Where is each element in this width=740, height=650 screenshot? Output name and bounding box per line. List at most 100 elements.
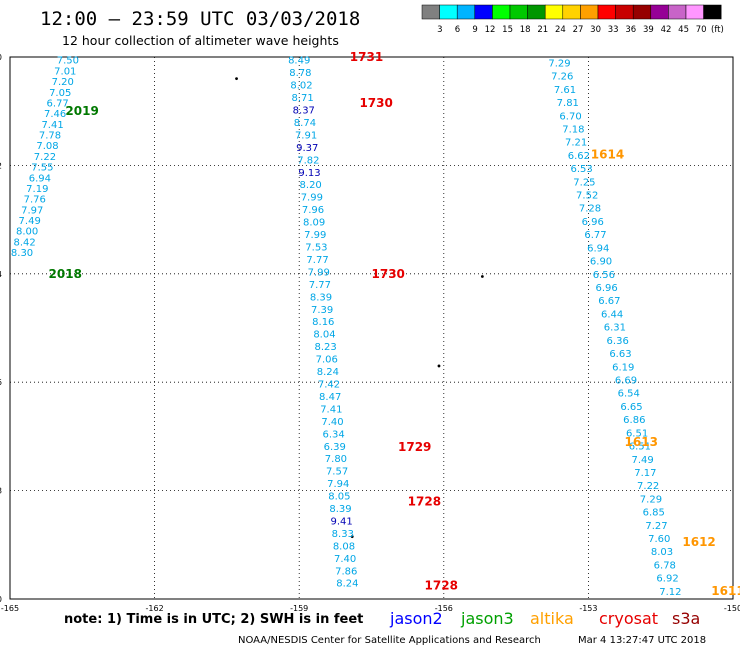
pass-time-label: 2019 xyxy=(65,104,98,118)
wave-height-value: 8.37 xyxy=(293,106,315,117)
wave-height-value: 8.71 xyxy=(292,93,314,104)
wave-height-value: 7.49 xyxy=(19,216,41,227)
wave-height-value: 8.20 xyxy=(300,180,322,191)
wave-height-value: 7.17 xyxy=(634,468,656,479)
wave-height-value: 7.22 xyxy=(34,152,56,163)
wave-height-value: 7.53 xyxy=(305,243,327,254)
wave-height-value: 7.20 xyxy=(52,77,74,88)
wave-height-value: 7.77 xyxy=(309,280,331,291)
wave-height-value: 8.30 xyxy=(11,248,33,259)
wave-height-value: 6.77 xyxy=(584,230,606,241)
wave-height-value: 7.29 xyxy=(548,58,570,69)
wave-height-value: 8.08 xyxy=(333,541,355,552)
legend-label: 30 xyxy=(590,25,601,35)
wave-height-value: 6.63 xyxy=(609,349,631,360)
wave-height-value: 6.54 xyxy=(618,389,640,400)
satellite-s3a: s3a xyxy=(672,609,701,628)
island xyxy=(480,275,484,278)
wave-height-value: 7.91 xyxy=(295,130,317,141)
wave-height-value: 8.39 xyxy=(329,504,351,515)
wave-height-value: 6.96 xyxy=(595,283,617,294)
satellite-jason3: jason3 xyxy=(461,609,514,628)
wave-height-value: 7.40 xyxy=(321,417,343,428)
wave-height-value: 6.78 xyxy=(654,560,676,571)
wave-height-value: 7.55 xyxy=(31,163,53,174)
y-tick-label: 0 xyxy=(0,53,2,62)
wave-height-value: 7.80 xyxy=(325,454,347,465)
legend-unit: (ft) xyxy=(711,25,724,35)
wave-height-value: 7.41 xyxy=(320,404,342,415)
wave-height-value: 7.52 xyxy=(576,191,598,202)
map-frame xyxy=(9,56,734,600)
wave-height-value: 8.05 xyxy=(328,492,350,503)
map-subtitle: 12 hour collection of altimeter wave hei… xyxy=(62,33,339,48)
axis-ticks: -165 -162 -159 -156 -153 -150 0 -2 -4 -6 -8 -10 xyxy=(0,53,740,613)
wave-height-value: 7.22 xyxy=(637,481,659,492)
wave-height-value: 6.67 xyxy=(598,296,620,307)
pass-time-label: 1728 xyxy=(408,494,441,508)
legend-label: 3 xyxy=(437,25,442,35)
wave-height-value: 7.86 xyxy=(335,566,357,577)
wave-height-value: 6.36 xyxy=(607,336,629,347)
wave-height-value: 7.76 xyxy=(24,195,46,206)
legend-label: 36 xyxy=(625,25,636,35)
footer-timestamp: Mar 4 13:27:47 UTC 2018 xyxy=(578,635,707,646)
pass-time-label: 1611 xyxy=(711,584,740,598)
pass-time-label: 2018 xyxy=(49,267,82,281)
legend-label: 42 xyxy=(661,25,672,35)
wave-height-value: 6.65 xyxy=(620,402,642,413)
wave-height-value: 7.77 xyxy=(306,255,328,266)
wave-height-value: 8.24 xyxy=(317,367,339,378)
wave-height-value: 8.39 xyxy=(310,292,332,303)
legend-label: 6 xyxy=(455,25,460,35)
wave-height-value: 7.05 xyxy=(49,88,71,99)
wave-height-value: 7.26 xyxy=(551,72,573,83)
wave-height-legend: 3 6 9 12 15 18 21 24 27 30 33 36 39 42 45 70 (ft) xyxy=(421,4,724,35)
pass-time-label: 1729 xyxy=(398,440,431,454)
wave-height-value: 6.86 xyxy=(623,415,645,426)
wave-height-value: 7.49 xyxy=(631,455,653,466)
wave-height-value: 6.53 xyxy=(571,164,593,175)
wave-height-value: 6.31 xyxy=(604,323,626,334)
island xyxy=(437,364,441,368)
wave-height-value: 7.29 xyxy=(640,494,662,505)
satellite-tracks: 7.507.017.207.056.777.467.417.787.087.22… xyxy=(11,56,682,598)
wave-height-value: 7.99 xyxy=(308,267,330,278)
island xyxy=(350,535,354,539)
wave-height-value: 7.50 xyxy=(57,56,79,67)
wave-height-value: 6.85 xyxy=(643,508,665,519)
wave-height-value: 8.74 xyxy=(294,118,316,129)
x-tick-label: -153 xyxy=(579,604,597,613)
wave-height-value: 6.34 xyxy=(322,429,344,440)
legend-label: 33 xyxy=(608,25,619,35)
wave-height-value: 8.33 xyxy=(332,529,354,540)
y-tick-label: -8 xyxy=(0,487,2,496)
wave-height-value: 8.24 xyxy=(336,579,358,590)
wave-height-value: 7.46 xyxy=(44,109,66,120)
wave-height-value: 7.57 xyxy=(326,467,348,478)
legend-label: 9 xyxy=(472,25,477,35)
wave-height-value: 6.44 xyxy=(601,309,623,320)
wave-height-value: 7.01 xyxy=(54,66,76,77)
legend-label: 45 xyxy=(678,25,689,35)
pass-time-label: 1612 xyxy=(682,535,715,549)
wave-height-value: 7.39 xyxy=(311,305,333,316)
y-tick-label: -4 xyxy=(0,270,2,279)
legend-label: 15 xyxy=(502,25,513,35)
wave-height-value: 9.37 xyxy=(296,143,318,154)
wave-height-value: 6.70 xyxy=(559,111,581,122)
wave-height-value: 7.97 xyxy=(21,205,43,216)
wave-height-value: 7.82 xyxy=(297,155,319,166)
legend-label: 39 xyxy=(643,25,654,35)
wave-height-value: 7.94 xyxy=(327,479,349,490)
wave-height-value: 9.41 xyxy=(331,516,353,527)
legend-label: 27 xyxy=(573,25,584,35)
wave-height-value: 8.16 xyxy=(312,317,334,328)
pass-time-label: 1613 xyxy=(625,435,658,449)
satellite-cryosat: cryosat xyxy=(599,609,659,628)
x-tick-label: -162 xyxy=(146,604,164,613)
pass-time-label: 1614 xyxy=(591,148,624,162)
wave-height-value: 8.02 xyxy=(290,81,312,92)
wave-height-value: 7.96 xyxy=(302,205,324,216)
